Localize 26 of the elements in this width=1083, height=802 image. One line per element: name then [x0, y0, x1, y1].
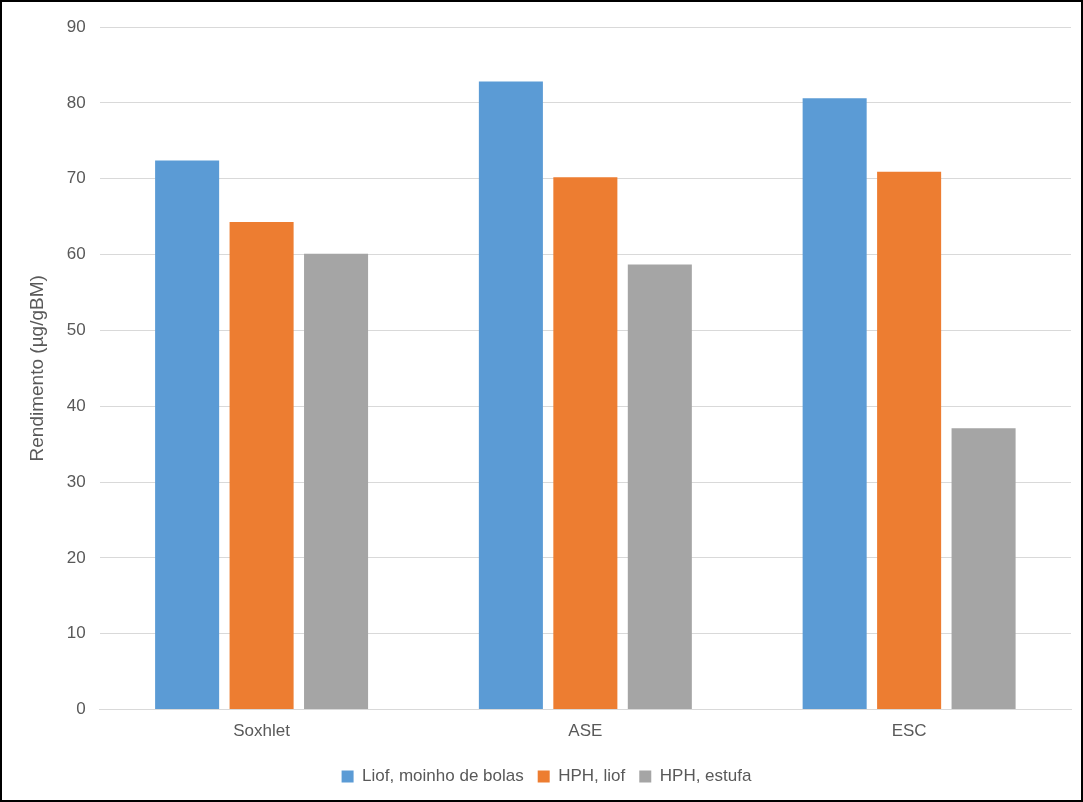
- y-tick-label: 30: [66, 471, 86, 491]
- y-tick-label: 90: [66, 16, 86, 36]
- legend-label: HPH, liof: [558, 766, 626, 786]
- bar: [553, 177, 618, 710]
- y-tick-label: 50: [66, 320, 86, 340]
- y-axis-title: Rendimento (µg/gBM): [25, 275, 47, 462]
- x-tick-label: ESC: [891, 721, 927, 741]
- bar: [627, 264, 692, 710]
- legend-label: Liof, moinho de bolas: [362, 766, 524, 786]
- bar: [478, 81, 543, 710]
- y-tick-label: 40: [66, 395, 86, 415]
- bar: [229, 221, 294, 710]
- x-tick-label: Soxhlet: [233, 721, 291, 741]
- y-tick-label: 0: [76, 699, 86, 719]
- legend-label: HPH, estufa: [659, 766, 752, 786]
- y-tick-label: 10: [66, 623, 86, 643]
- y-tick-label: 80: [66, 92, 86, 112]
- bar: [802, 98, 867, 710]
- bar: [304, 253, 369, 710]
- x-tick-label: ASE: [568, 721, 603, 741]
- bar: [155, 160, 220, 710]
- bar: [951, 428, 1016, 710]
- bar: [877, 171, 942, 710]
- y-tick-label: 70: [66, 168, 86, 188]
- y-tick-label: 20: [66, 547, 86, 567]
- y-tick-label: 60: [66, 244, 86, 264]
